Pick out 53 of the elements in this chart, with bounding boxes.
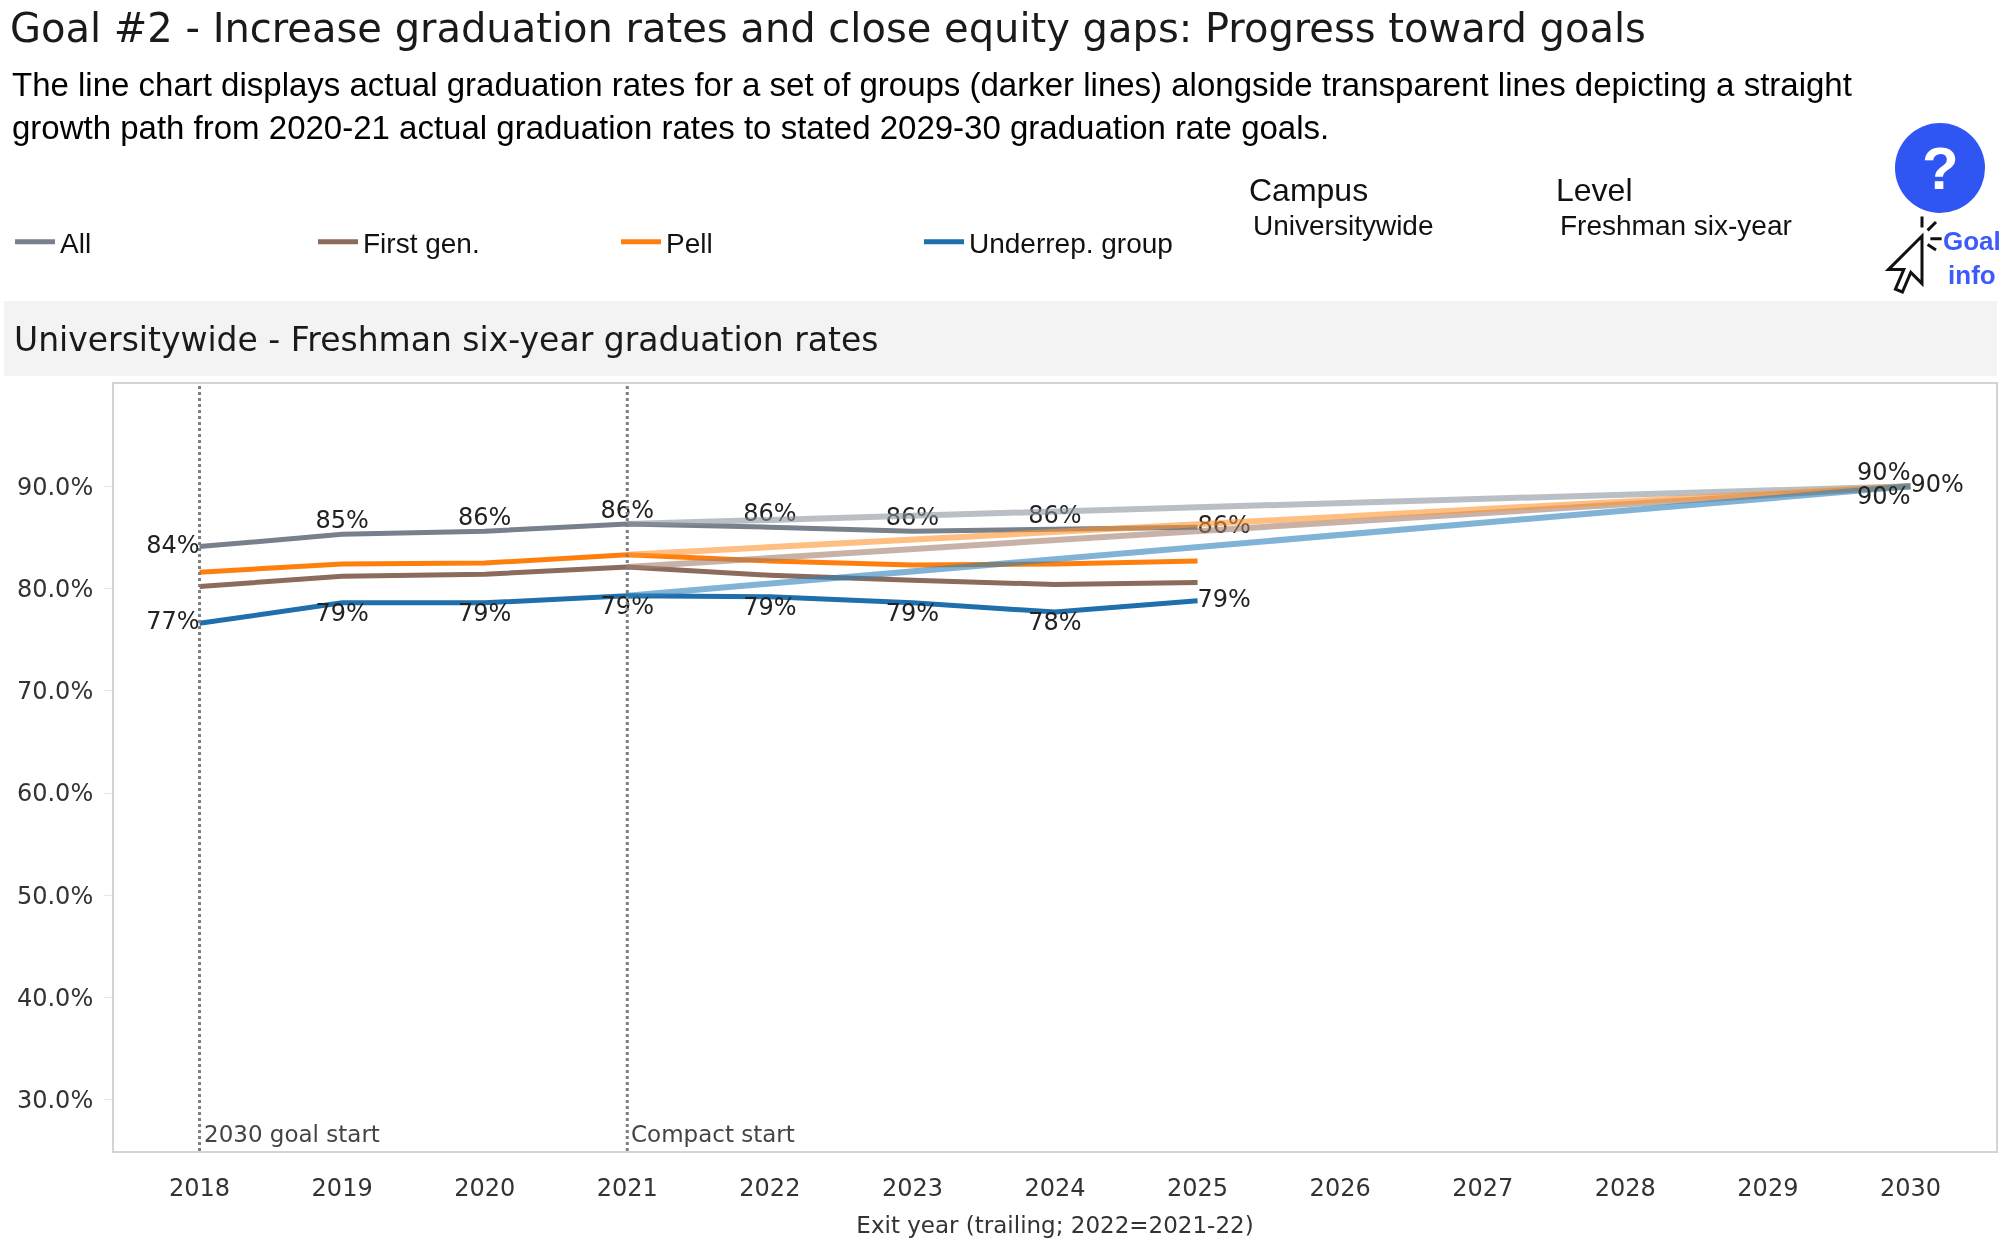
legend-label: Pell: [666, 227, 713, 259]
text: Freshman six-year: [1560, 210, 1792, 241]
data-label: 79%: [315, 598, 369, 627]
x-axis-title: Exit year (trailing; 2022=2021-22): [856, 1211, 1254, 1238]
x-tick-label: 2025: [1167, 1173, 1229, 1202]
ref-line-label: 2030 goal start: [204, 1121, 380, 1147]
text: Universitywide: [1253, 210, 1434, 241]
data-label: 79%: [885, 598, 940, 627]
data-label: 86%: [600, 496, 654, 525]
x-tick-label: 2020: [454, 1173, 516, 1202]
y-tick-label: 80.0%: [16, 574, 94, 603]
y-tick-label: 30.0%: [16, 1086, 94, 1115]
x-tick-label: 2024: [1024, 1173, 1086, 1202]
data-label: 79%: [743, 592, 797, 621]
legend-label: Underrep. group: [969, 227, 1173, 259]
x-tick-label: 2023: [881, 1173, 943, 1202]
data-label: 79%: [1197, 584, 1251, 613]
x-tick-label: 2030: [1879, 1173, 1941, 1202]
x-tick-label: 2019: [311, 1173, 373, 1202]
chart-title: Goal #2 - Increase graduation rates and close equity gaps: Progress toward goals: [10, 5, 1646, 51]
y-tick-label: 90.0%: [16, 472, 94, 501]
chart-subtitle: The line chart displays actual graduation rates for a set of groups (darker lines) alongside transparent lines depicting a straight growth path from 2020-21 actual graduation rates to stated 2029-30 graduation rate goals.: [12, 66, 1852, 146]
data-label: 86%: [1028, 501, 1082, 530]
ref-line-label: Compact start: [631, 1121, 795, 1147]
data-label: 86%: [743, 499, 797, 528]
data-label: 79%: [458, 598, 512, 627]
data-label: 77%: [146, 607, 200, 636]
y-tick-label: 60.0%: [16, 779, 94, 808]
legend-label: First gen.: [363, 227, 480, 259]
data-label: 90%: [1910, 470, 1964, 499]
data-label: 86%: [1197, 511, 1251, 540]
legend-label: All: [60, 227, 92, 259]
y-tick-label: 70.0%: [16, 677, 94, 706]
data-label: 86%: [458, 503, 512, 532]
x-tick-label: 2026: [1309, 1173, 1371, 1202]
text: Campus: [1249, 172, 1369, 208]
text: Level: [1556, 172, 1633, 208]
data-label: 90%: [1857, 482, 1911, 511]
x-tick-label: 2027: [1452, 1173, 1514, 1202]
y-tick-label: 50.0%: [16, 881, 94, 910]
text: Goal info: [1943, 226, 2001, 290]
y-tick-label: 40.0%: [16, 984, 94, 1012]
data-label: 86%: [885, 503, 940, 532]
x-tick-label: 2021: [596, 1173, 658, 1202]
text: ?: [1922, 135, 1959, 202]
x-tick-label: 2029: [1737, 1173, 1799, 1202]
x-tick-label: 2028: [1594, 1173, 1656, 1202]
x-tick-label: 2022: [739, 1173, 801, 1202]
x-tick-label: 2018: [169, 1173, 231, 1202]
data-label: 78%: [1028, 608, 1082, 637]
text: Universitywide - Freshman six-year graduation rates: [14, 320, 879, 359]
data-label: 84%: [146, 530, 200, 559]
data-label: 85%: [315, 506, 369, 535]
